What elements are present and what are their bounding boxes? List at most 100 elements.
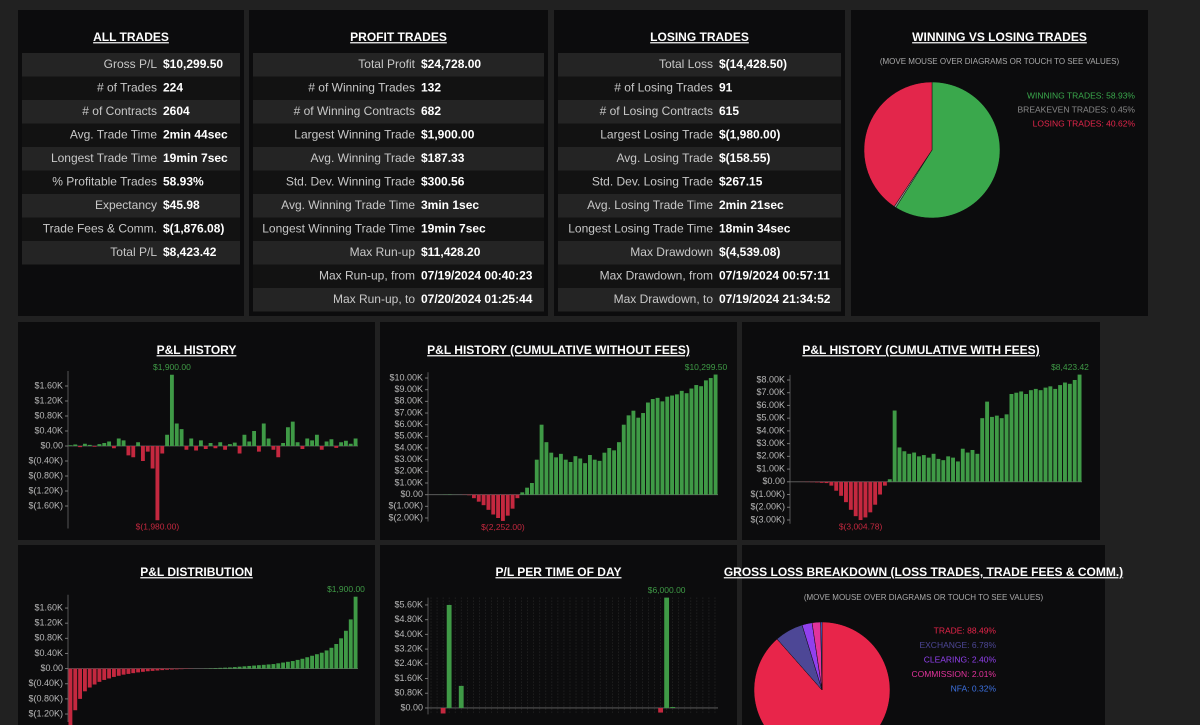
row-label: # of Losing Trades bbox=[614, 81, 713, 95]
bar bbox=[1014, 392, 1019, 482]
bar bbox=[348, 443, 353, 446]
row-value: 132 bbox=[421, 81, 441, 95]
chart-subtitle: (MOVE MOUSE OVER DIAGRAMS OR TOUCH TO SE… bbox=[804, 593, 1044, 602]
y-tick-label: $1.60K bbox=[394, 673, 423, 683]
bar bbox=[873, 481, 878, 505]
bar bbox=[223, 446, 228, 450]
bar bbox=[621, 424, 626, 495]
bar bbox=[549, 452, 554, 495]
bar bbox=[674, 394, 679, 495]
bar bbox=[160, 446, 165, 454]
bar bbox=[921, 455, 926, 482]
y-tick-label: $4.00K bbox=[756, 425, 785, 435]
bar bbox=[955, 461, 960, 482]
bar bbox=[247, 665, 252, 669]
bar bbox=[111, 668, 116, 677]
chart-title: GROSS LOSS BREAKDOWN (LOSS TRADES, TRADE… bbox=[724, 565, 1123, 579]
row-label: Avg. Losing Trade Time bbox=[587, 198, 713, 212]
bar bbox=[68, 445, 73, 446]
bar bbox=[645, 402, 650, 495]
bar bbox=[140, 668, 145, 672]
bar bbox=[544, 442, 549, 495]
bar bbox=[471, 494, 476, 499]
bar bbox=[994, 415, 999, 482]
y-tick-label: $0.80K bbox=[394, 688, 423, 698]
row-value: 3min 1sec bbox=[421, 198, 479, 212]
row-label: Avg. Losing Trade bbox=[616, 151, 713, 165]
bar bbox=[256, 665, 261, 669]
row-label: # of Winning Contracts bbox=[294, 104, 415, 118]
table-title: LOSING TRADES bbox=[650, 30, 749, 44]
legend-entry: BREAKEVEN TRADES: 0.45% bbox=[1018, 104, 1136, 114]
row-value: $11,428.20 bbox=[421, 245, 481, 259]
chart-subtitle: (MOVE MOUSE OVER DIAGRAMS OR TOUCH TO SE… bbox=[880, 57, 1120, 66]
y-tick-label: $(1.00K) bbox=[750, 489, 785, 499]
row-value: 19min 7sec bbox=[163, 151, 228, 165]
chart-title: P&L HISTORY (CUMULATIVE WITH FEES) bbox=[802, 343, 1039, 357]
row-value: $1,900.00 bbox=[421, 128, 475, 142]
bar bbox=[140, 446, 145, 461]
bar bbox=[343, 630, 348, 669]
row-label: Avg. Trade Time bbox=[70, 128, 157, 142]
bar bbox=[563, 459, 568, 495]
bar bbox=[515, 494, 520, 499]
bar bbox=[936, 458, 941, 482]
bar bbox=[78, 446, 83, 448]
row-label: Trade Fees & Comm. bbox=[43, 222, 157, 236]
bar bbox=[878, 481, 882, 495]
row-label: Std. Dev. Winning Trade bbox=[286, 175, 415, 189]
bar bbox=[534, 459, 539, 495]
y-tick-label: $1.60K bbox=[34, 602, 63, 612]
y-tick-label: $4.00K bbox=[394, 442, 423, 452]
bar bbox=[834, 481, 839, 491]
y-tick-label: $1.20K bbox=[34, 618, 63, 628]
bar bbox=[126, 668, 131, 674]
y-tick-label: $10.00K bbox=[389, 372, 423, 382]
bar bbox=[858, 481, 863, 521]
bar bbox=[92, 446, 97, 447]
y-tick-label: $2.00K bbox=[394, 466, 423, 476]
bar bbox=[1077, 374, 1082, 482]
bar bbox=[554, 457, 559, 495]
bar bbox=[583, 463, 588, 495]
table-row bbox=[253, 100, 544, 124]
y-tick-label: $3.00K bbox=[394, 454, 423, 464]
table-row bbox=[22, 147, 240, 171]
bar bbox=[467, 494, 472, 496]
y-tick-label: $7.00K bbox=[756, 387, 785, 397]
bar bbox=[169, 668, 174, 670]
row-value: 07/19/2024 00:40:23 bbox=[421, 269, 533, 283]
bar bbox=[636, 417, 641, 495]
row-label: Total P/L bbox=[110, 245, 157, 259]
bar bbox=[218, 667, 223, 669]
row-value: $(1,876.08) bbox=[163, 222, 224, 236]
bar bbox=[1058, 385, 1063, 482]
bar bbox=[496, 494, 501, 519]
bar bbox=[713, 374, 718, 495]
legend-entry: COMMISSION: 2.01% bbox=[911, 669, 996, 679]
bar bbox=[1004, 414, 1009, 482]
y-tick-label: $7.00K bbox=[394, 407, 423, 417]
y-tick-label: $(0.40K) bbox=[28, 455, 63, 465]
row-label: Total Profit bbox=[358, 57, 415, 71]
y-tick-label: $8.00K bbox=[394, 396, 423, 406]
bar bbox=[160, 668, 165, 671]
row-value: 2min 44sec bbox=[163, 128, 228, 142]
row-value: 07/19/2024 21:34:52 bbox=[719, 292, 831, 306]
row-value: 19min 7sec bbox=[421, 222, 486, 236]
row-value: $187.33 bbox=[421, 151, 465, 165]
row-value: 18min 34sec bbox=[719, 222, 791, 236]
bar bbox=[295, 442, 300, 446]
bar bbox=[218, 442, 223, 446]
bar bbox=[281, 443, 286, 446]
bar bbox=[285, 661, 290, 669]
bar bbox=[529, 483, 534, 495]
panel bbox=[18, 545, 375, 725]
legend-entry: EXCHANGE: 6.78% bbox=[919, 640, 996, 650]
y-tick-label: $(1.20K) bbox=[28, 708, 63, 718]
bar bbox=[227, 667, 232, 669]
table-row bbox=[22, 53, 240, 77]
bar bbox=[339, 638, 344, 669]
y-tick-label: $(2.00K) bbox=[750, 502, 785, 512]
